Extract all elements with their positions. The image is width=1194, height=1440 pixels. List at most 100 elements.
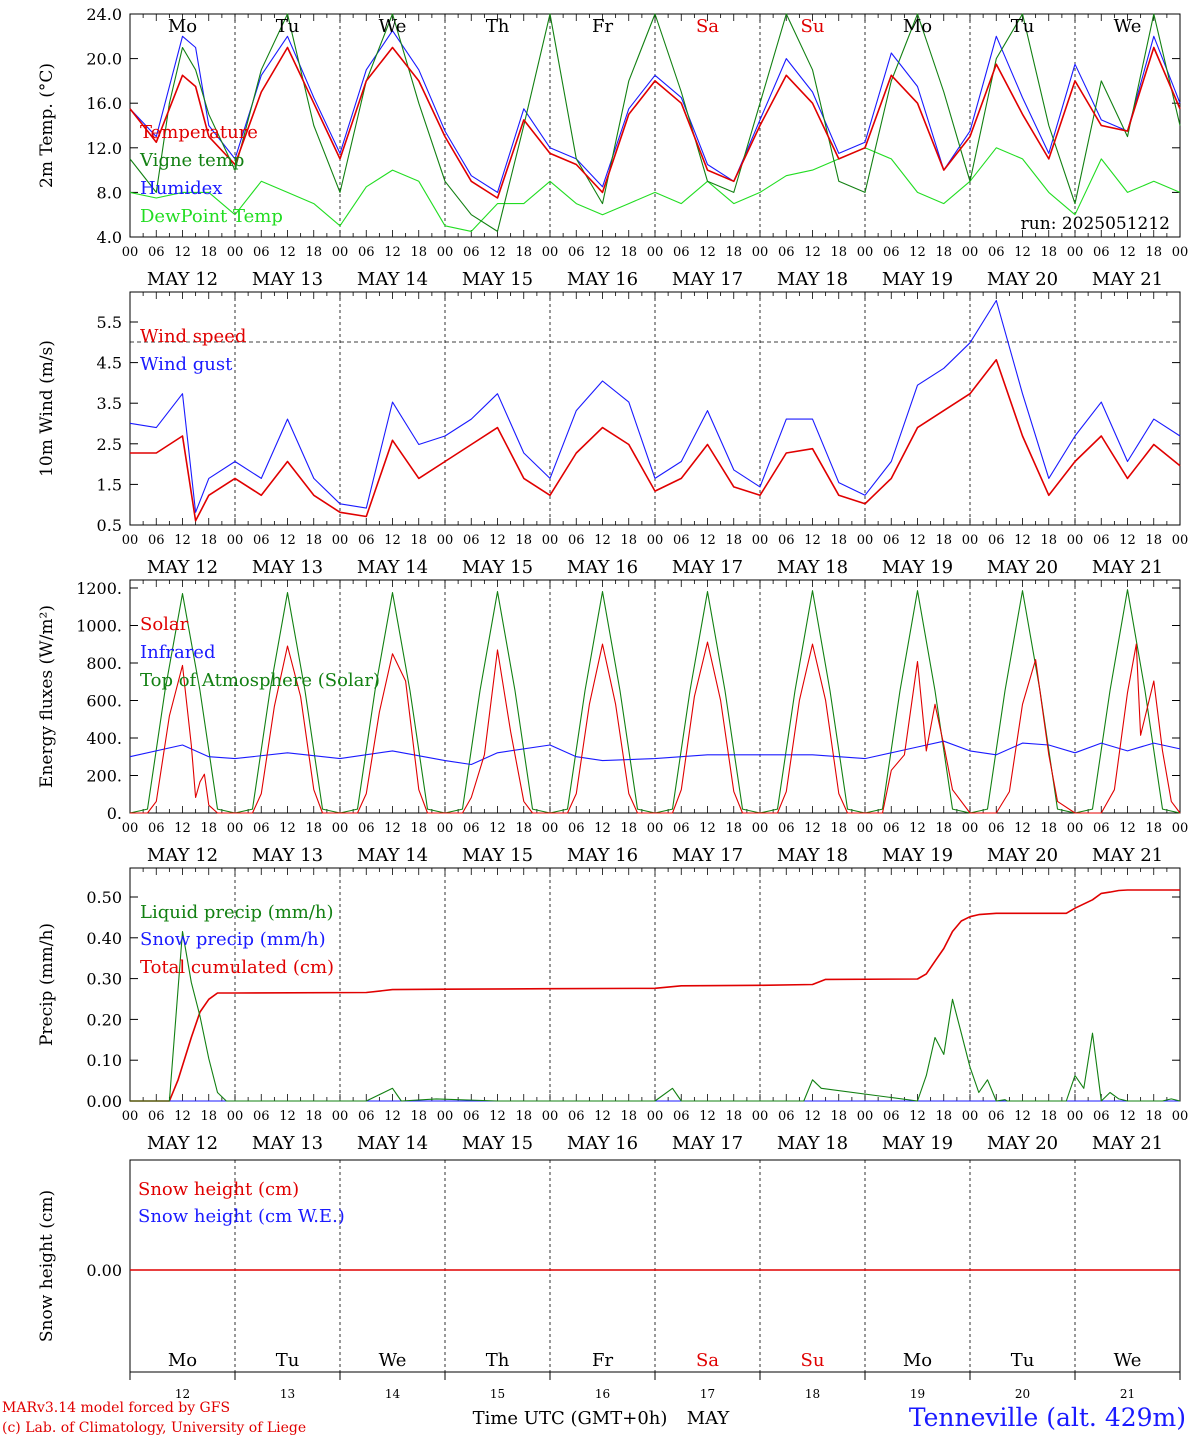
hour-tick-label: 00 bbox=[437, 533, 454, 548]
hour-tick-label: 18 bbox=[200, 1109, 217, 1124]
hour-tick-label: 00 bbox=[437, 1109, 454, 1124]
date-label: MAY 19 bbox=[882, 845, 953, 866]
day-number-label: 19 bbox=[910, 1387, 925, 1401]
hour-tick-label: 12 bbox=[699, 821, 716, 836]
legend-entry: Top of Atmosphere (Solar) bbox=[140, 670, 380, 691]
y-tick-label: 0.10 bbox=[86, 1051, 122, 1070]
y-axis-label: 2m Temp. (°C) bbox=[37, 63, 57, 188]
y-tick-label: 24.0 bbox=[86, 5, 122, 24]
legend-entry: Snow height (cm W.E.) bbox=[138, 1206, 345, 1227]
hour-tick-label: 00 bbox=[1067, 245, 1084, 260]
date-label: MAY 18 bbox=[777, 845, 848, 866]
hour-tick-label: 18 bbox=[725, 245, 742, 260]
y-tick-label: 1000. bbox=[76, 617, 122, 636]
hour-tick-label: 18 bbox=[200, 821, 217, 836]
hour-tick-label: 00 bbox=[122, 821, 139, 836]
hour-tick-label: 00 bbox=[962, 245, 979, 260]
date-label: MAY 17 bbox=[672, 557, 743, 578]
date-label: MAY 20 bbox=[987, 269, 1058, 290]
y-axis-label: 10m Wind (m/s) bbox=[37, 340, 57, 477]
date-label: MAY 13 bbox=[252, 1133, 323, 1154]
hour-tick-label: 18 bbox=[410, 821, 427, 836]
model-credit: MARv3.14 model forced by GFS bbox=[2, 1400, 231, 1416]
day-number-label: 12 bbox=[175, 1387, 190, 1401]
legend-entry: Snow precip (mm/h) bbox=[140, 929, 326, 950]
day-number-label: 14 bbox=[385, 1387, 401, 1401]
date-label: MAY 21 bbox=[1092, 557, 1163, 578]
hour-tick-label: 06 bbox=[568, 533, 585, 548]
day-name-label: Tu bbox=[276, 1350, 300, 1371]
hour-tick-label: 12 bbox=[1119, 533, 1136, 548]
station-name: Tenneville (alt. 429m) bbox=[908, 1403, 1186, 1432]
hour-tick-label: 12 bbox=[279, 245, 296, 260]
hour-tick-label: 00 bbox=[962, 533, 979, 548]
y-tick-label: 0.50 bbox=[86, 888, 122, 907]
hour-tick-label: 18 bbox=[830, 533, 847, 548]
y-tick-label: 3.5 bbox=[97, 394, 122, 413]
hour-tick-label: 06 bbox=[1093, 1109, 1110, 1124]
hour-tick-label: 12 bbox=[489, 821, 506, 836]
date-label: MAY 21 bbox=[1092, 845, 1163, 866]
hour-tick-label: 18 bbox=[1145, 245, 1162, 260]
legend-entry: Temperature bbox=[140, 122, 258, 143]
hour-tick-label: 12 bbox=[384, 533, 401, 548]
hour-tick-label: 00 bbox=[1172, 533, 1189, 548]
hour-tick-label: 12 bbox=[1014, 533, 1031, 548]
y-tick-label: 0.30 bbox=[86, 970, 122, 989]
y-tick-label: 12.0 bbox=[86, 139, 122, 158]
hour-tick-label: 06 bbox=[673, 1109, 690, 1124]
hour-tick-label: 18 bbox=[515, 533, 532, 548]
hour-tick-label: 00 bbox=[542, 821, 559, 836]
hour-tick-label: 18 bbox=[200, 533, 217, 548]
day-name-label: Tu bbox=[1011, 16, 1035, 37]
hour-tick-label: 12 bbox=[804, 245, 821, 260]
hour-tick-label: 00 bbox=[542, 533, 559, 548]
y-tick-label: 0.5 bbox=[97, 516, 122, 535]
hour-tick-label: 06 bbox=[253, 1109, 270, 1124]
hour-tick-label: 12 bbox=[594, 245, 611, 260]
hour-tick-label: 06 bbox=[568, 821, 585, 836]
hour-tick-label: 00 bbox=[122, 533, 139, 548]
legend-entry: Total cumulated (cm) bbox=[140, 957, 334, 978]
hour-tick-label: 12 bbox=[489, 1109, 506, 1124]
hour-tick-label: 18 bbox=[725, 821, 742, 836]
hour-tick-label: 00 bbox=[332, 821, 349, 836]
hour-tick-label: 18 bbox=[1040, 533, 1057, 548]
date-label: MAY 12 bbox=[147, 269, 218, 290]
hour-tick-label: 00 bbox=[437, 245, 454, 260]
hour-tick-label: 18 bbox=[1040, 245, 1057, 260]
y-axis-label: Snow height (cm) bbox=[37, 1190, 57, 1342]
date-label: MAY 16 bbox=[567, 845, 638, 866]
legend-entry: Wind speed bbox=[140, 326, 246, 347]
hour-tick-label: 06 bbox=[673, 533, 690, 548]
date-label: MAY 14 bbox=[357, 557, 428, 578]
hour-tick-label: 06 bbox=[778, 1109, 795, 1124]
hour-tick-label: 06 bbox=[778, 533, 795, 548]
hour-tick-label: 12 bbox=[279, 533, 296, 548]
hour-tick-label: 18 bbox=[305, 1109, 322, 1124]
panel-5: 0.00 Snow height (cm) Snow height (cm) Snow… bbox=[37, 1159, 1181, 1429]
hour-tick-label: 12 bbox=[1014, 1109, 1031, 1124]
date-label: MAY 18 bbox=[777, 557, 848, 578]
day-name-label: Tu bbox=[1011, 1350, 1035, 1371]
day-name-label: Mo bbox=[903, 1350, 932, 1371]
hour-tick-label: 06 bbox=[148, 245, 165, 260]
hour-tick-label: 18 bbox=[305, 821, 322, 836]
series-line-3 bbox=[130, 889, 1180, 1102]
hour-tick-label: 12 bbox=[909, 533, 926, 548]
date-label: MAY 20 bbox=[987, 1133, 1058, 1154]
day-name-label: Tu bbox=[276, 16, 300, 37]
y-tick-label: 8.0 bbox=[97, 183, 122, 202]
date-label: MAY 12 bbox=[147, 845, 218, 866]
date-label: MAY 16 bbox=[567, 1133, 638, 1154]
date-label: MAY 14 bbox=[357, 845, 428, 866]
date-label: MAY 15 bbox=[462, 557, 533, 578]
date-label: MAY 14 bbox=[357, 269, 428, 290]
hour-tick-label: 00 bbox=[332, 245, 349, 260]
hour-tick-label: 18 bbox=[515, 245, 532, 260]
hour-tick-label: 06 bbox=[883, 821, 900, 836]
hour-tick-label: 12 bbox=[804, 533, 821, 548]
hour-tick-label: 00 bbox=[227, 245, 244, 260]
hour-tick-label: 06 bbox=[253, 245, 270, 260]
hour-tick-label: 12 bbox=[594, 533, 611, 548]
